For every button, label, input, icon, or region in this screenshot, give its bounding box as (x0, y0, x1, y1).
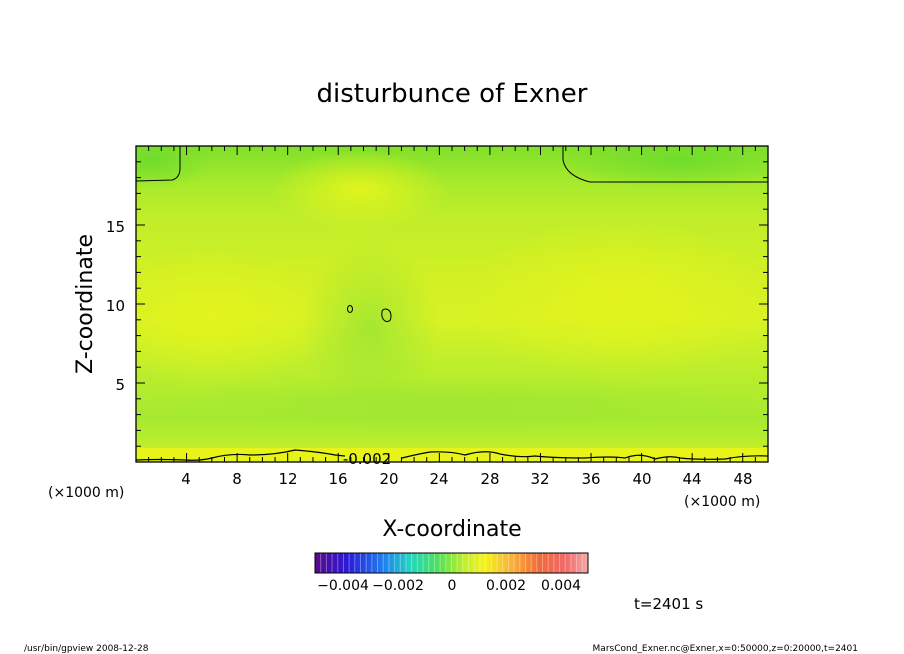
x-unit-label: (×1000 m) (684, 494, 760, 510)
yellow-surface-band (136, 448, 768, 462)
colorbar-stripes (320, 553, 583, 573)
colorbar-tick-label: −0.002 (372, 578, 424, 594)
chart-title: disturbunce of Exner (317, 79, 588, 109)
green-region-center (300, 240, 440, 420)
y-tick-label: 10 (106, 297, 125, 315)
y-axis-title: Z-coordinate (73, 234, 98, 374)
x-tick-label: 8 (232, 470, 242, 488)
green-region-lower (136, 377, 768, 433)
yellow-region-top (270, 150, 450, 230)
contour-small-2 (381, 308, 392, 322)
contour-label: -0.002 (343, 450, 391, 468)
z-unit-label: (×1000 m) (48, 485, 124, 501)
x-tick-label: 24 (429, 470, 448, 488)
yellow-region-right (460, 220, 768, 380)
x-tick-label: 20 (379, 470, 398, 488)
x-tick-label: 48 (733, 470, 752, 488)
x-tick-label: 16 (328, 470, 347, 488)
colorbar-tick-label: 0.004 (541, 578, 581, 594)
x-tick-label: 32 (530, 470, 549, 488)
x-tick-label: 4 (181, 470, 191, 488)
colorbar-tick-label: 0 (448, 578, 457, 594)
colorbar-tick-label: −0.004 (317, 578, 369, 594)
x-tick-label: 36 (581, 470, 600, 488)
colorbar-frame (314, 552, 589, 574)
green-region-topleft (136, 146, 210, 190)
y-tick-labels: 5 10 15 (106, 218, 125, 394)
contour-line-topright (562, 146, 768, 183)
x-tick-label: 40 (632, 470, 651, 488)
colorbar: −0.004 −0.002 0 0.002 0.004 (314, 552, 589, 594)
time-label: t=2401 s (634, 595, 703, 613)
colorbar-tick-label: 0.002 (486, 578, 526, 594)
contour-small-1 (347, 305, 353, 313)
x-tick-label: 12 (278, 470, 297, 488)
plot-area (136, 146, 768, 462)
contour-line-topleft (136, 146, 181, 182)
colorbar-gradient (315, 553, 588, 573)
footer-right: MarsCond_Exner.nc@Exner,x=0:50000,z=0:20… (593, 644, 858, 654)
x-tick-labels: 4 8 12 16 20 24 28 32 36 40 44 48 (181, 470, 752, 488)
yellow-region-left (136, 248, 330, 388)
green-region-topright (560, 146, 768, 190)
x-axis-title: X-coordinate (382, 517, 521, 542)
x-tick-label: 44 (682, 470, 701, 488)
footer-left: /usr/bin/gpview 2008-12-28 (24, 644, 149, 654)
y-tick-label: 15 (106, 218, 125, 236)
x-tick-label: 28 (480, 470, 499, 488)
axis-ticks (136, 146, 768, 462)
y-tick-label: 5 (115, 376, 125, 394)
